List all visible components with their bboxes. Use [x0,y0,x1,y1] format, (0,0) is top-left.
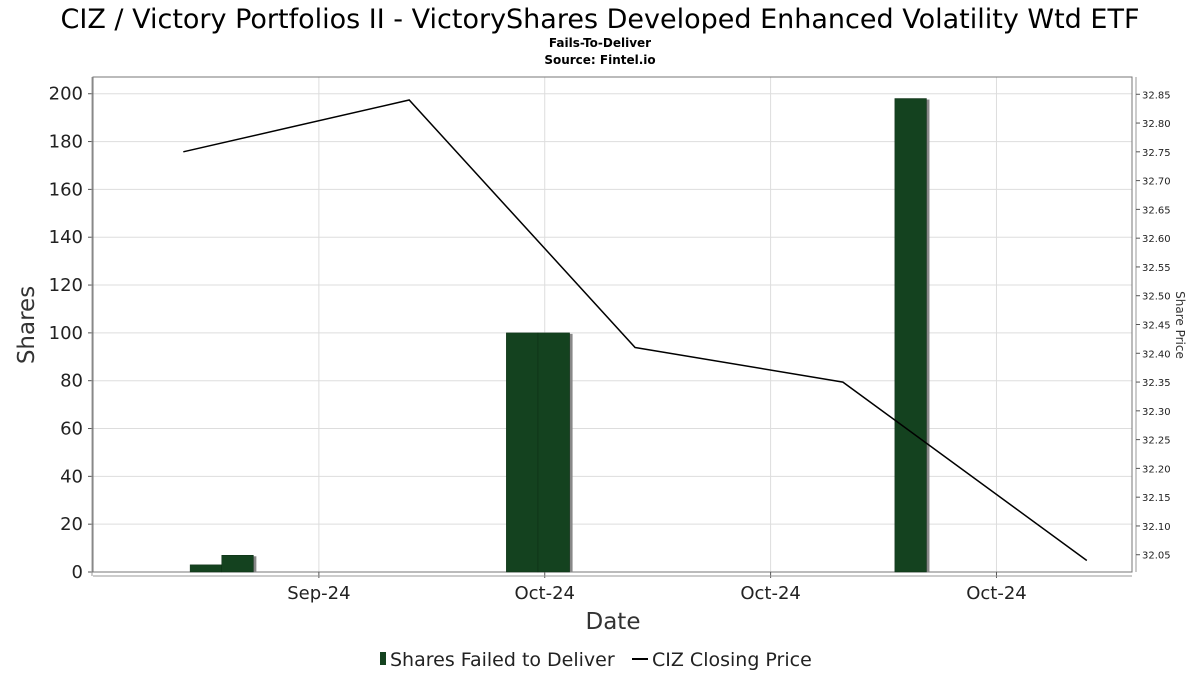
y2-tick-label: 32.75 [1142,148,1171,159]
ftd-bar [894,98,927,573]
x-axis: Sep-24 Oct-24 Oct-24 Oct-24 [93,572,1132,604]
x-tick-label: Oct-24 [740,583,801,604]
y2-tick-label: 32.65 [1142,205,1171,216]
y2-tick-label: 32.85 [1142,90,1171,101]
ftd-bar [506,332,539,573]
y2-tick-label: 32.70 [1142,177,1171,188]
x-tick-label: Oct-24 [966,583,1027,604]
y-tick-label: 120 [49,275,83,296]
y-tick-label: 100 [49,323,83,344]
y2-tick-label: 32.25 [1142,436,1171,447]
y-tick-label: 0 [72,562,83,583]
closing-price-line [183,99,1088,562]
legend-line-label: CIZ Closing Price [652,649,812,671]
right-y-axis: 32.05 32.10 32.15 32.20 32.25 32.30 32.35 32.40… [1135,77,1171,572]
y2-tick-label: 32.20 [1142,464,1171,475]
y2-tick-label: 32.50 [1142,292,1171,303]
x-tick-label: Oct-24 [514,583,575,604]
legend-bar-label: Shares Failed to Deliver [390,649,615,671]
legend: Shares Failed to Deliver CIZ Closing Pri… [380,649,812,671]
plot-area [92,76,1133,573]
y2-tick-label: 32.80 [1142,119,1171,130]
y2-tick-label: 32.35 [1142,378,1171,389]
y-tick-label: 140 [49,227,83,248]
bars-layer [189,98,930,573]
y-tick-label: 160 [49,179,83,200]
y-tick-label: 20 [60,514,83,535]
y-tick-label: 80 [60,371,83,392]
ftd-bar [189,564,222,573]
y2-tick-label: 32.60 [1142,234,1171,245]
x-tick-label: Sep-24 [287,583,350,604]
y-axis-label: Shares [14,286,40,364]
chart-source: Source: Fintel.io [544,53,655,67]
gridlines [93,77,1132,573]
x-axis-label: Date [586,609,641,635]
y2-axis-label: Share Price [1173,291,1187,359]
y2-tick-label: 32.15 [1142,493,1171,504]
y2-tick-label: 32.55 [1142,263,1171,274]
y-tick-label: 200 [49,84,83,105]
y2-tick-label: 32.05 [1142,551,1171,562]
ftd-bar [221,555,254,573]
ftd-bar [537,332,570,573]
y2-tick-label: 32.30 [1142,407,1171,418]
left-y-axis: 0 20 40 60 80 100 120 140 160 180 200 [49,77,93,583]
chart-subtitle: Fails-To-Deliver [549,36,651,50]
y-tick-label: 60 [60,419,83,440]
y-tick-label: 40 [60,466,83,487]
y2-tick-label: 32.45 [1142,321,1171,332]
y2-tick-label: 32.40 [1142,349,1171,360]
y2-tick-label: 32.10 [1142,522,1171,533]
chart-title: CIZ / Victory Portfolios II - VictorySha… [61,4,1140,35]
price-line-layer [183,99,1088,562]
legend-bar-swatch [380,652,386,665]
y-tick-label: 180 [49,132,83,153]
